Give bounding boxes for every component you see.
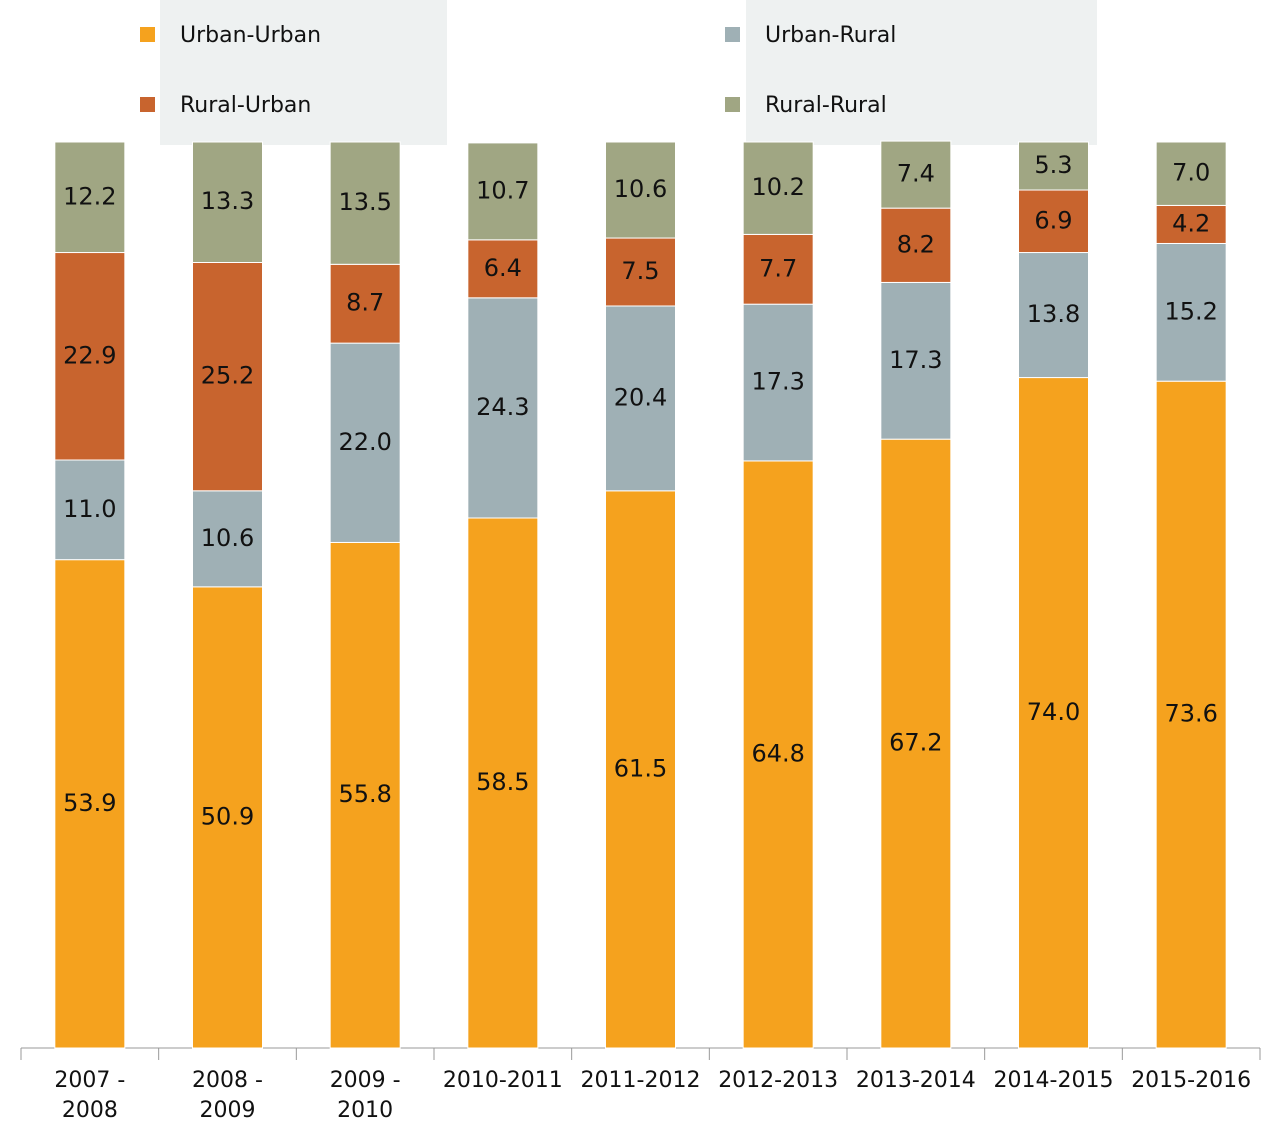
data-label: 13.8: [1027, 300, 1080, 328]
legend-label: Rural-Rural: [765, 93, 887, 118]
data-label: 24.3: [476, 393, 529, 421]
bar-segment: [1018, 252, 1089, 379]
data-label: 25.2: [201, 362, 254, 390]
data-label: 74.0: [1027, 698, 1080, 726]
legend-box: [160, 0, 447, 145]
legend-swatch: [140, 97, 155, 112]
data-label: 20.4: [614, 383, 667, 411]
data-label: 7.4: [897, 160, 935, 188]
data-label: 73.6: [1164, 700, 1217, 728]
x-tick-label: 2008 - 2009: [192, 1068, 263, 1123]
data-label: 22.9: [63, 341, 116, 369]
data-label: 7.5: [621, 257, 659, 285]
data-label: 13.3: [201, 187, 254, 215]
bar-segment: [742, 303, 814, 462]
x-tick-label: 2013-2014: [855, 1068, 976, 1093]
legend-swatch: [725, 27, 740, 42]
data-label: 12.2: [63, 182, 116, 210]
data-label: 58.5: [476, 768, 529, 796]
data-label: 10.2: [751, 173, 804, 201]
data-label: 61.5: [614, 754, 667, 782]
bar-segment: [1018, 189, 1089, 254]
x-tick-label: 2009 - 2010: [329, 1068, 401, 1123]
bar-segment: [605, 305, 676, 492]
data-label: 7.0: [1172, 159, 1210, 187]
bar-segment: [329, 141, 401, 265]
bar-segment: [329, 541, 401, 1049]
bar-segment: [329, 342, 401, 543]
bar-segment: [329, 263, 401, 344]
data-label: 10.6: [614, 175, 667, 203]
x-tick-label: 2007 - 2008: [54, 1068, 126, 1123]
data-label: 67.2: [889, 729, 942, 757]
bar-segment: [54, 459, 126, 561]
bar-segment: [605, 237, 676, 307]
x-tick-label: 2012-2013: [718, 1068, 839, 1093]
legend-label: Urban-Rural: [765, 23, 896, 48]
data-label: 64.8: [751, 739, 804, 767]
bar-segment: [192, 141, 263, 263]
bar-segment: [1155, 204, 1227, 244]
bar-segment: [192, 261, 263, 492]
bar-segment: [192, 586, 263, 1049]
x-tick-label: 2010-2011: [442, 1068, 563, 1093]
x-tick-label: 2011-2012: [580, 1068, 701, 1093]
data-label: 6.4: [484, 254, 522, 282]
data-label: 6.9: [1034, 206, 1072, 234]
bar-segment: [1155, 242, 1227, 382]
bar-segment: [54, 141, 126, 254]
data-label: 17.3: [889, 346, 942, 374]
legend-swatch: [725, 97, 740, 112]
bar-segment: [880, 140, 952, 209]
data-label: 50.9: [201, 802, 254, 830]
data-label: 13.5: [338, 188, 391, 216]
data-label: 22.0: [338, 428, 391, 456]
bar-segment: [1155, 380, 1227, 1049]
bar-segment: [605, 490, 676, 1049]
bar-segment: [742, 233, 814, 305]
bar-segment: [1018, 377, 1089, 1049]
data-label: 7.7: [759, 254, 797, 282]
bar-segment: [467, 517, 539, 1049]
x-tick-label: 2015-2016: [1131, 1068, 1252, 1093]
data-label: 15.2: [1164, 297, 1217, 325]
bar-segment: [467, 239, 539, 299]
data-label: 10.6: [201, 524, 254, 552]
bar-segment: [880, 438, 952, 1049]
data-label: 8.7: [346, 289, 384, 317]
bar-segment: [605, 141, 676, 239]
x-tick-label: 2014-2015: [993, 1068, 1114, 1093]
bar-segment: [54, 252, 126, 461]
bar-segment: [54, 559, 126, 1049]
data-label: 11.0: [63, 495, 116, 523]
legend-box: [746, 0, 1097, 145]
data-label: 8.2: [897, 230, 935, 258]
bar-segment: [742, 460, 814, 1049]
data-label: 55.8: [338, 780, 391, 808]
data-label: 17.3: [751, 368, 804, 396]
bar-segment: [880, 207, 952, 283]
data-label: 5.3: [1034, 151, 1072, 179]
legend-label: Urban-Urban: [180, 23, 321, 48]
data-label: 53.9: [63, 789, 116, 817]
legend-swatch: [140, 27, 155, 42]
bar-segment: [1155, 141, 1227, 206]
legend-label: Rural-Urban: [180, 93, 311, 118]
data-label: 4.2: [1172, 209, 1210, 237]
bar-segment: [1018, 141, 1089, 191]
data-label: 10.7: [476, 176, 529, 204]
bar-segment: [467, 142, 539, 241]
bar-segment: [742, 141, 814, 235]
